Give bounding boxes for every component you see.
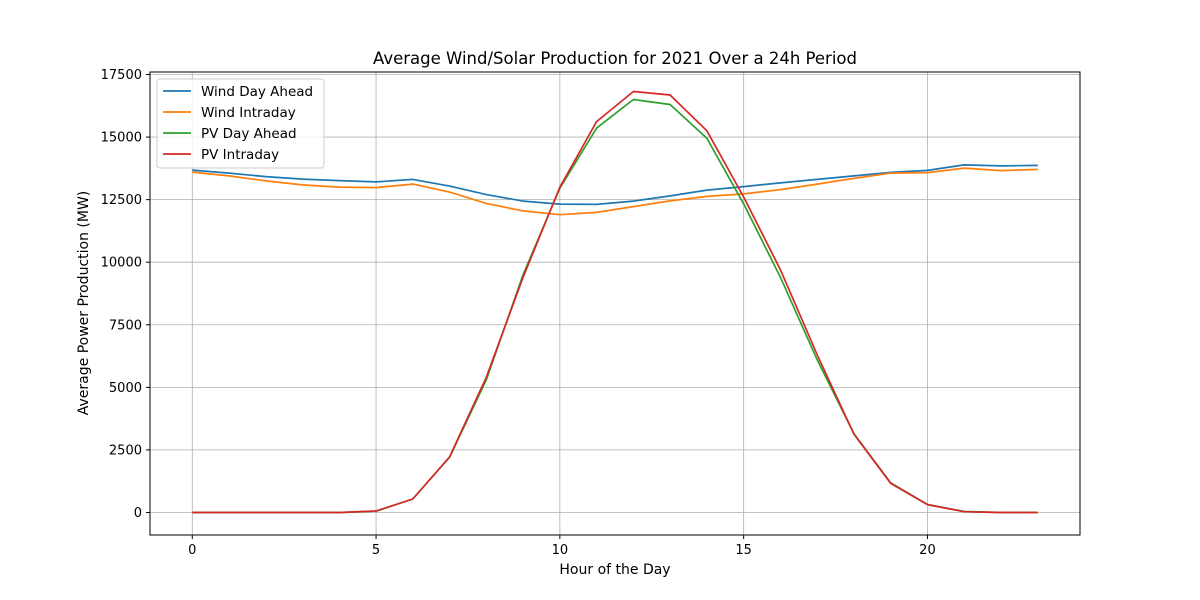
y-tick-label: 7500 — [109, 318, 142, 333]
y-tick-label: 2500 — [109, 443, 142, 458]
x-tick-label: 5 — [372, 543, 380, 558]
x-tick-label: 0 — [188, 543, 196, 558]
y-tick-label: 10000 — [101, 256, 142, 271]
y-tick-label: 5000 — [109, 381, 142, 396]
x-tick-label: 15 — [735, 543, 752, 558]
legend-label-wind-day-ahead: Wind Day Ahead — [201, 84, 313, 100]
legend-label-pv-intraday: PV Intraday — [201, 147, 279, 163]
x-axis-label: Hour of the Day — [559, 562, 670, 578]
series-line-wind-day-ahead — [192, 164, 1038, 206]
legend-box — [156, 78, 325, 169]
series-line-wind-intraday — [192, 167, 1038, 216]
legend-label-pv-day-ahead: PV Day Ahead — [201, 126, 297, 142]
y-tick-label: 15000 — [101, 131, 142, 146]
axis-ticks: 0 5 10 15 20 0 2500 5000 7500 10000 12500 15000 1750… — [101, 68, 936, 558]
series-line-pv-intraday — [192, 90, 1038, 514]
chart-title: Average Wind/Solar Production for 2021 O… — [373, 49, 857, 68]
y-tick-label: 12500 — [101, 193, 142, 208]
plot-frame — [149, 71, 1081, 536]
x-tick-label: 10 — [552, 543, 569, 558]
y-axis-label: Average Power Production (MW) — [76, 191, 92, 416]
y-tick-label: 0 — [134, 506, 142, 521]
y-tick-label: 17500 — [101, 68, 142, 83]
legend: Wind Day Ahead Wind Intraday PV Day Ahead P… — [156, 78, 325, 169]
legend-label-wind-intraday: Wind Intraday — [201, 105, 296, 121]
series-lines — [192, 90, 1038, 514]
x-tick-label: 20 — [919, 543, 936, 558]
